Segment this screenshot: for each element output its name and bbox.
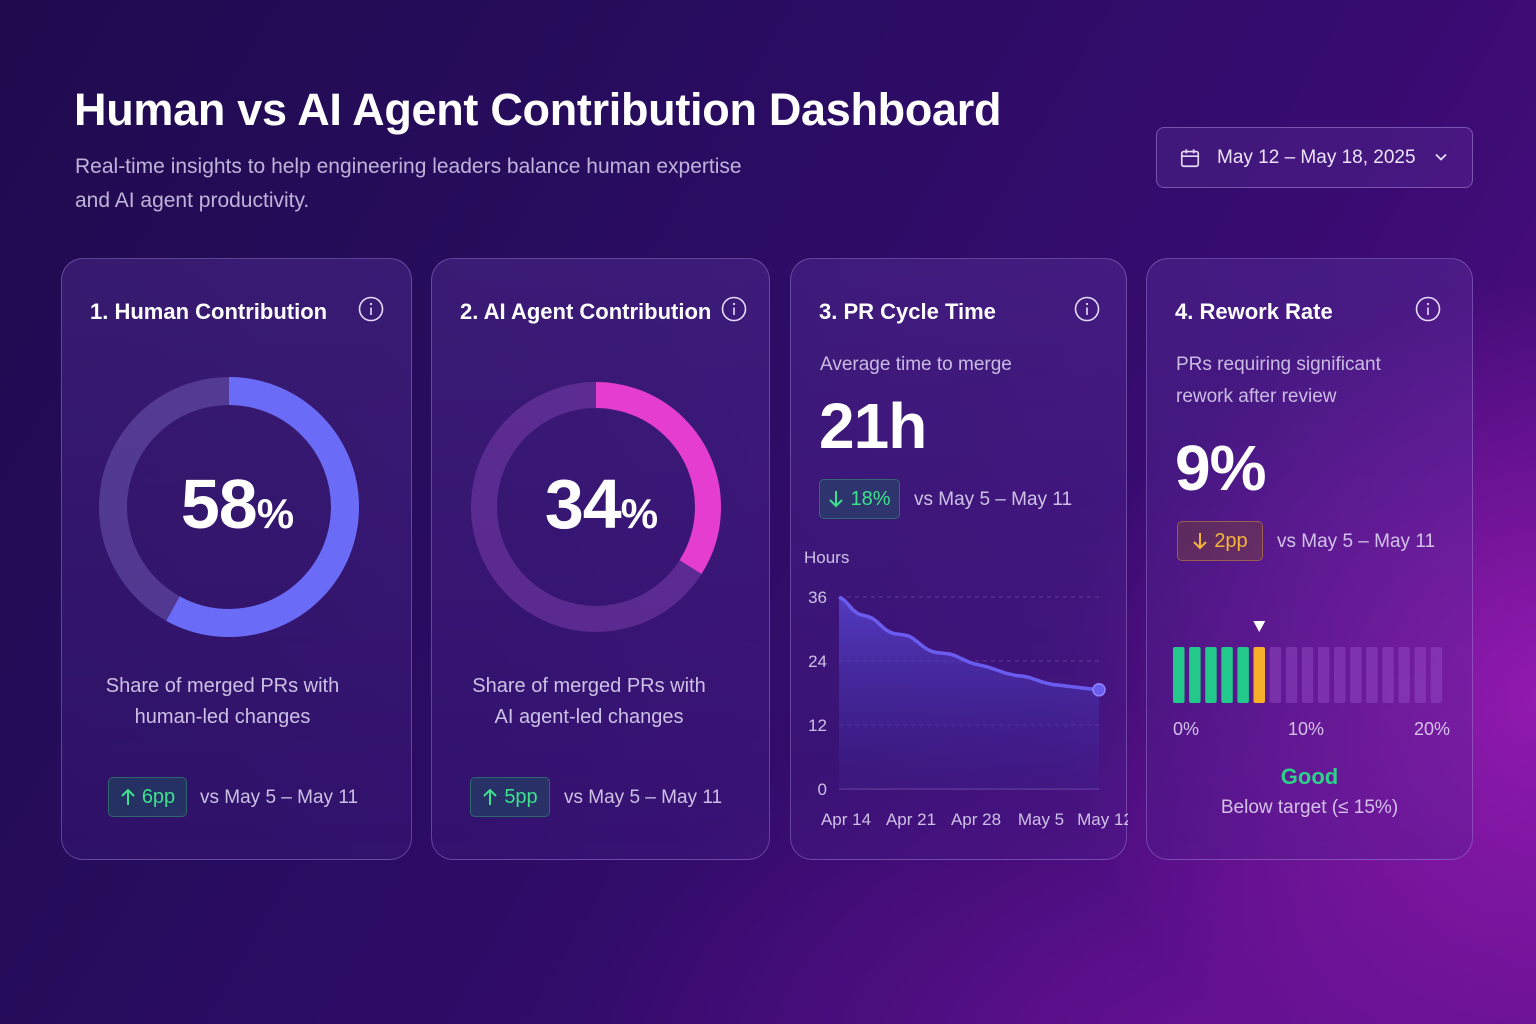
scale-label-max: 20%: [1414, 719, 1451, 739]
info-icon[interactable]: [1415, 296, 1441, 322]
comparison-period: vs May 5 – May 11: [564, 787, 723, 808]
status-label: Good: [1280, 764, 1339, 789]
scale-label-mid: 10%: [1288, 719, 1325, 739]
human-contribution-card: 1. Human Contribution 58% Share of merge…: [61, 258, 412, 860]
comparison-period: vs May 5 – May 11: [200, 787, 359, 808]
scale-segment: [1253, 647, 1265, 703]
metric-description: Share of merged PRs with human-led chang…: [105, 675, 340, 728]
ai-contribution-value: 34%: [544, 465, 659, 543]
scale-segment: [1350, 647, 1362, 703]
human-contribution-donut: [99, 377, 359, 637]
x-tick-label: Apr 28: [951, 810, 1001, 829]
arrow-up-icon: [121, 788, 135, 805]
info-icon[interactable]: [1074, 296, 1100, 322]
x-tick-label: Apr 14: [821, 810, 871, 829]
comparison-period: vs May 5 – May 11: [1277, 531, 1436, 552]
scale-segment: [1366, 647, 1378, 703]
delta-badge: 18%: [819, 479, 900, 519]
ai-agent-contribution-card: 2. AI Agent Contribution 34% Share of me…: [431, 258, 770, 860]
date-range-value: May 12 – May 18, 2025: [1217, 146, 1416, 168]
y-tick-label: 0: [818, 780, 827, 799]
status-note: Below target (≤ 15%): [1220, 797, 1399, 818]
comparison-period: vs May 5 – May 11: [914, 489, 1073, 510]
delta-badge: 6pp: [108, 777, 187, 817]
card-title: 3. PR Cycle Time: [819, 299, 996, 324]
latest-point-marker: [1092, 683, 1106, 697]
scale-segment: [1237, 647, 1249, 703]
x-tick-label: Apr 21: [886, 810, 936, 829]
x-tick-label: May 5: [1018, 810, 1064, 829]
rework-rate-card: 4. Rework Rate PRs requiring significant…: [1146, 258, 1473, 860]
delta-badge: 2pp: [1177, 521, 1263, 561]
card-title: 1. Human Contribution: [90, 299, 328, 324]
date-range-picker[interactable]: May 12 – May 18, 2025: [1156, 127, 1473, 188]
x-tick-label: May 12: [1077, 810, 1128, 829]
info-icon[interactable]: [358, 296, 384, 322]
chevron-down-icon[interactable]: [1434, 150, 1448, 164]
arrow-down-icon: [1193, 533, 1208, 550]
scale-segment: [1221, 647, 1233, 703]
scale-segment: [1382, 647, 1394, 703]
card-title: 2. AI Agent Contribution: [460, 299, 712, 324]
metric-subtitle: Average time to merge: [820, 354, 1012, 375]
current-value-marker: [1253, 621, 1266, 632]
scale-segment: [1334, 647, 1346, 703]
ai-contribution-donut: [471, 382, 721, 632]
scale-segment: [1189, 647, 1201, 703]
scale-segment: [1301, 647, 1314, 703]
metric-description: Share of merged PRs with AI agent-led ch…: [472, 675, 706, 728]
scale-segment: [1414, 647, 1426, 703]
y-axis-label: Hours: [804, 548, 849, 567]
delta-badge: 5pp: [470, 777, 550, 817]
scale-segment: [1205, 647, 1217, 703]
info-icon[interactable]: [721, 296, 747, 322]
scale-label-min: 0%: [1173, 719, 1200, 739]
subtitle-line-2: and AI agent productivity.: [75, 189, 310, 212]
pr-cycle-time-card: 3. PR Cycle Time Average time to merge 2…: [790, 258, 1128, 860]
card-title: 4. Rework Rate: [1175, 299, 1333, 324]
rework-rate-value: 9%: [1175, 432, 1266, 504]
arrow-down-icon: [829, 491, 844, 508]
metric-subtitle: PRs requiring significant rework after r…: [1176, 354, 1381, 407]
y-tick-label: 24: [808, 652, 827, 671]
cycle-time-value: 21h: [819, 390, 927, 462]
cycle-time-area: [839, 597, 1099, 789]
scale-segment: [1173, 647, 1185, 703]
page-subtitle: Real-time insights to help engineering l…: [75, 150, 795, 218]
human-contribution-value: 58%: [180, 465, 295, 543]
scale-segment: [1398, 647, 1410, 703]
arrow-up-icon: [483, 788, 498, 805]
scale-segment: [1430, 647, 1443, 703]
scale-segment: [1269, 647, 1282, 703]
rework-rate-scale: [1173, 621, 1443, 703]
y-tick-label: 36: [808, 588, 827, 607]
cycle-time-chart: Hours 0 12 24 36 Apr 14 Apr 21 Apr 28 May 5 May…: [804, 548, 1128, 829]
cycle-time-line: [838, 595, 1100, 692]
calendar-icon: [1180, 148, 1200, 167]
scale-segment: [1317, 647, 1330, 703]
y-tick-label: 12: [808, 716, 827, 735]
subtitle-line-1: Real-time insights to help engineering l…: [75, 155, 742, 178]
scale-segment: [1285, 647, 1298, 703]
page-title: Human vs AI Agent Contribution Dashboard: [74, 84, 1002, 135]
